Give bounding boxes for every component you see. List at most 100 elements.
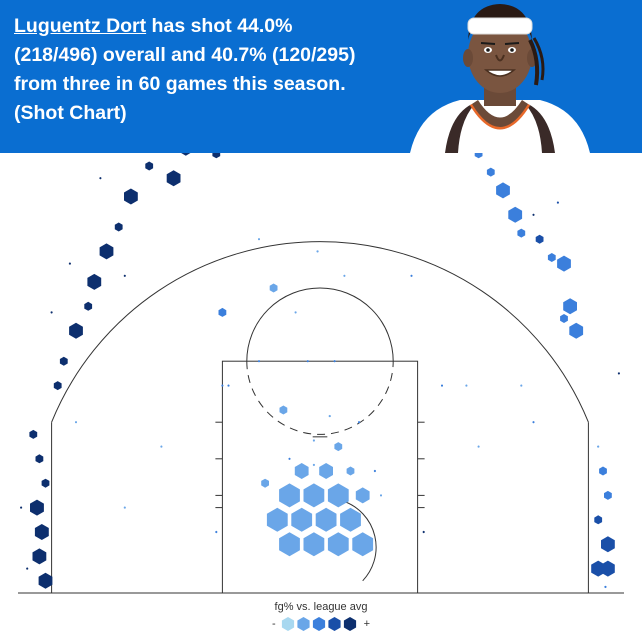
three-point-arc — [51, 241, 589, 423]
shot-hex — [258, 360, 260, 363]
shot-hex — [355, 487, 370, 504]
shot-hex — [279, 532, 300, 557]
player-avatar — [410, 4, 590, 153]
shot-hex — [604, 490, 612, 500]
shot-hex — [315, 507, 337, 532]
legend-title: fg% vs. league avg — [274, 601, 368, 613]
shot-hexes — [20, 153, 620, 589]
shot-hex — [30, 499, 44, 516]
shot-hex — [343, 274, 346, 277]
headline-stats: has shot 44.0% (218/496) overall and 40.… — [14, 15, 356, 124]
shot-hex — [279, 405, 288, 415]
shot-hex — [124, 188, 138, 205]
shot-hex — [34, 524, 49, 540]
shot-hex — [99, 177, 102, 180]
shot-hex — [68, 262, 71, 265]
shot-hex — [441, 384, 443, 387]
shot-hex — [69, 322, 83, 339]
shot-hex — [114, 222, 123, 232]
shot-hex — [410, 274, 413, 277]
shot-hex — [294, 311, 297, 314]
shot-hex — [599, 466, 607, 476]
shot-hex — [99, 243, 114, 260]
shot-hex — [547, 253, 556, 262]
legend-swatch — [281, 617, 294, 631]
shot-hex — [181, 153, 191, 156]
shot-hex — [352, 532, 374, 557]
shot-hex — [532, 213, 535, 216]
shot-hex — [334, 442, 343, 452]
shot-hex — [35, 454, 44, 464]
shot-hex — [474, 153, 483, 159]
shot-hex — [486, 167, 495, 177]
shot-hex — [333, 360, 336, 363]
shot-hex — [26, 567, 29, 570]
shot-hex — [20, 506, 23, 509]
shot-hex — [212, 153, 221, 159]
shot-hex — [597, 445, 600, 448]
shot-chart — [18, 153, 624, 594]
shot-hex — [508, 206, 523, 223]
shot-hex — [601, 536, 615, 553]
shot-hex — [496, 182, 510, 199]
shot-hex — [346, 466, 355, 476]
paint-lane — [221, 360, 419, 594]
shot-hex — [38, 572, 53, 589]
shot-hex — [422, 530, 425, 534]
shot-hex — [261, 478, 269, 488]
shot-hex — [594, 515, 603, 525]
shot-hex — [145, 161, 154, 171]
shot-hex — [221, 384, 224, 387]
shot-hex — [160, 445, 163, 448]
shot-hex — [380, 494, 382, 497]
shot-hex — [87, 273, 102, 290]
shot-hex — [123, 506, 126, 509]
shot-hex — [477, 445, 480, 448]
shot-hex — [279, 483, 300, 508]
shot-hex — [563, 298, 577, 315]
shot-hex — [215, 530, 218, 534]
player-name-link[interactable]: Luguentz Dort — [14, 15, 147, 37]
shot-hex — [303, 532, 325, 557]
shot-hex — [316, 250, 319, 253]
shot-hex — [358, 421, 361, 424]
restricted-area — [344, 501, 377, 582]
shot-hex — [123, 274, 126, 277]
legend-swatch — [312, 617, 325, 631]
court-lines — [18, 241, 624, 594]
shot-hex — [84, 301, 93, 311]
header-banner: Luguentz Dort has shot 44.0% (218/496) o… — [0, 0, 642, 153]
headline: Luguentz Dort has shot 44.0% (218/496) o… — [14, 12, 374, 128]
legend: fg% vs. league avg - + — [0, 601, 642, 631]
legend-minus-label: - — [271, 618, 276, 630]
shot-hex — [59, 356, 68, 366]
shot-hex — [328, 414, 331, 418]
shot-hex — [266, 507, 288, 532]
shot-hex — [327, 483, 349, 508]
shot-hex — [269, 283, 278, 293]
shot-hex — [340, 507, 361, 532]
shot-hex — [557, 255, 571, 272]
shot-hex — [306, 360, 309, 363]
free-throw-circle-bottom — [246, 361, 394, 435]
shot-hex — [312, 463, 315, 467]
shot-hex — [569, 322, 584, 339]
shot-hex — [75, 421, 77, 424]
legend-plus-label: + — [363, 618, 371, 630]
shot-hex — [517, 228, 526, 238]
legend-scale: - + — [269, 617, 373, 631]
shot-hex — [53, 381, 62, 391]
shot-hex — [227, 384, 230, 387]
shot-hex — [50, 311, 53, 314]
shot-hex — [258, 238, 260, 241]
free-throw-circle-top — [246, 287, 394, 362]
legend-swatch — [343, 617, 356, 631]
shot-hex — [218, 307, 227, 317]
shot-hex — [166, 170, 181, 187]
shot-hex — [294, 463, 309, 479]
shot-hex — [32, 548, 47, 565]
shot-hex — [601, 560, 615, 577]
shot-hex — [617, 372, 620, 375]
shot-hex — [303, 483, 325, 508]
legend-swatch — [297, 617, 310, 631]
